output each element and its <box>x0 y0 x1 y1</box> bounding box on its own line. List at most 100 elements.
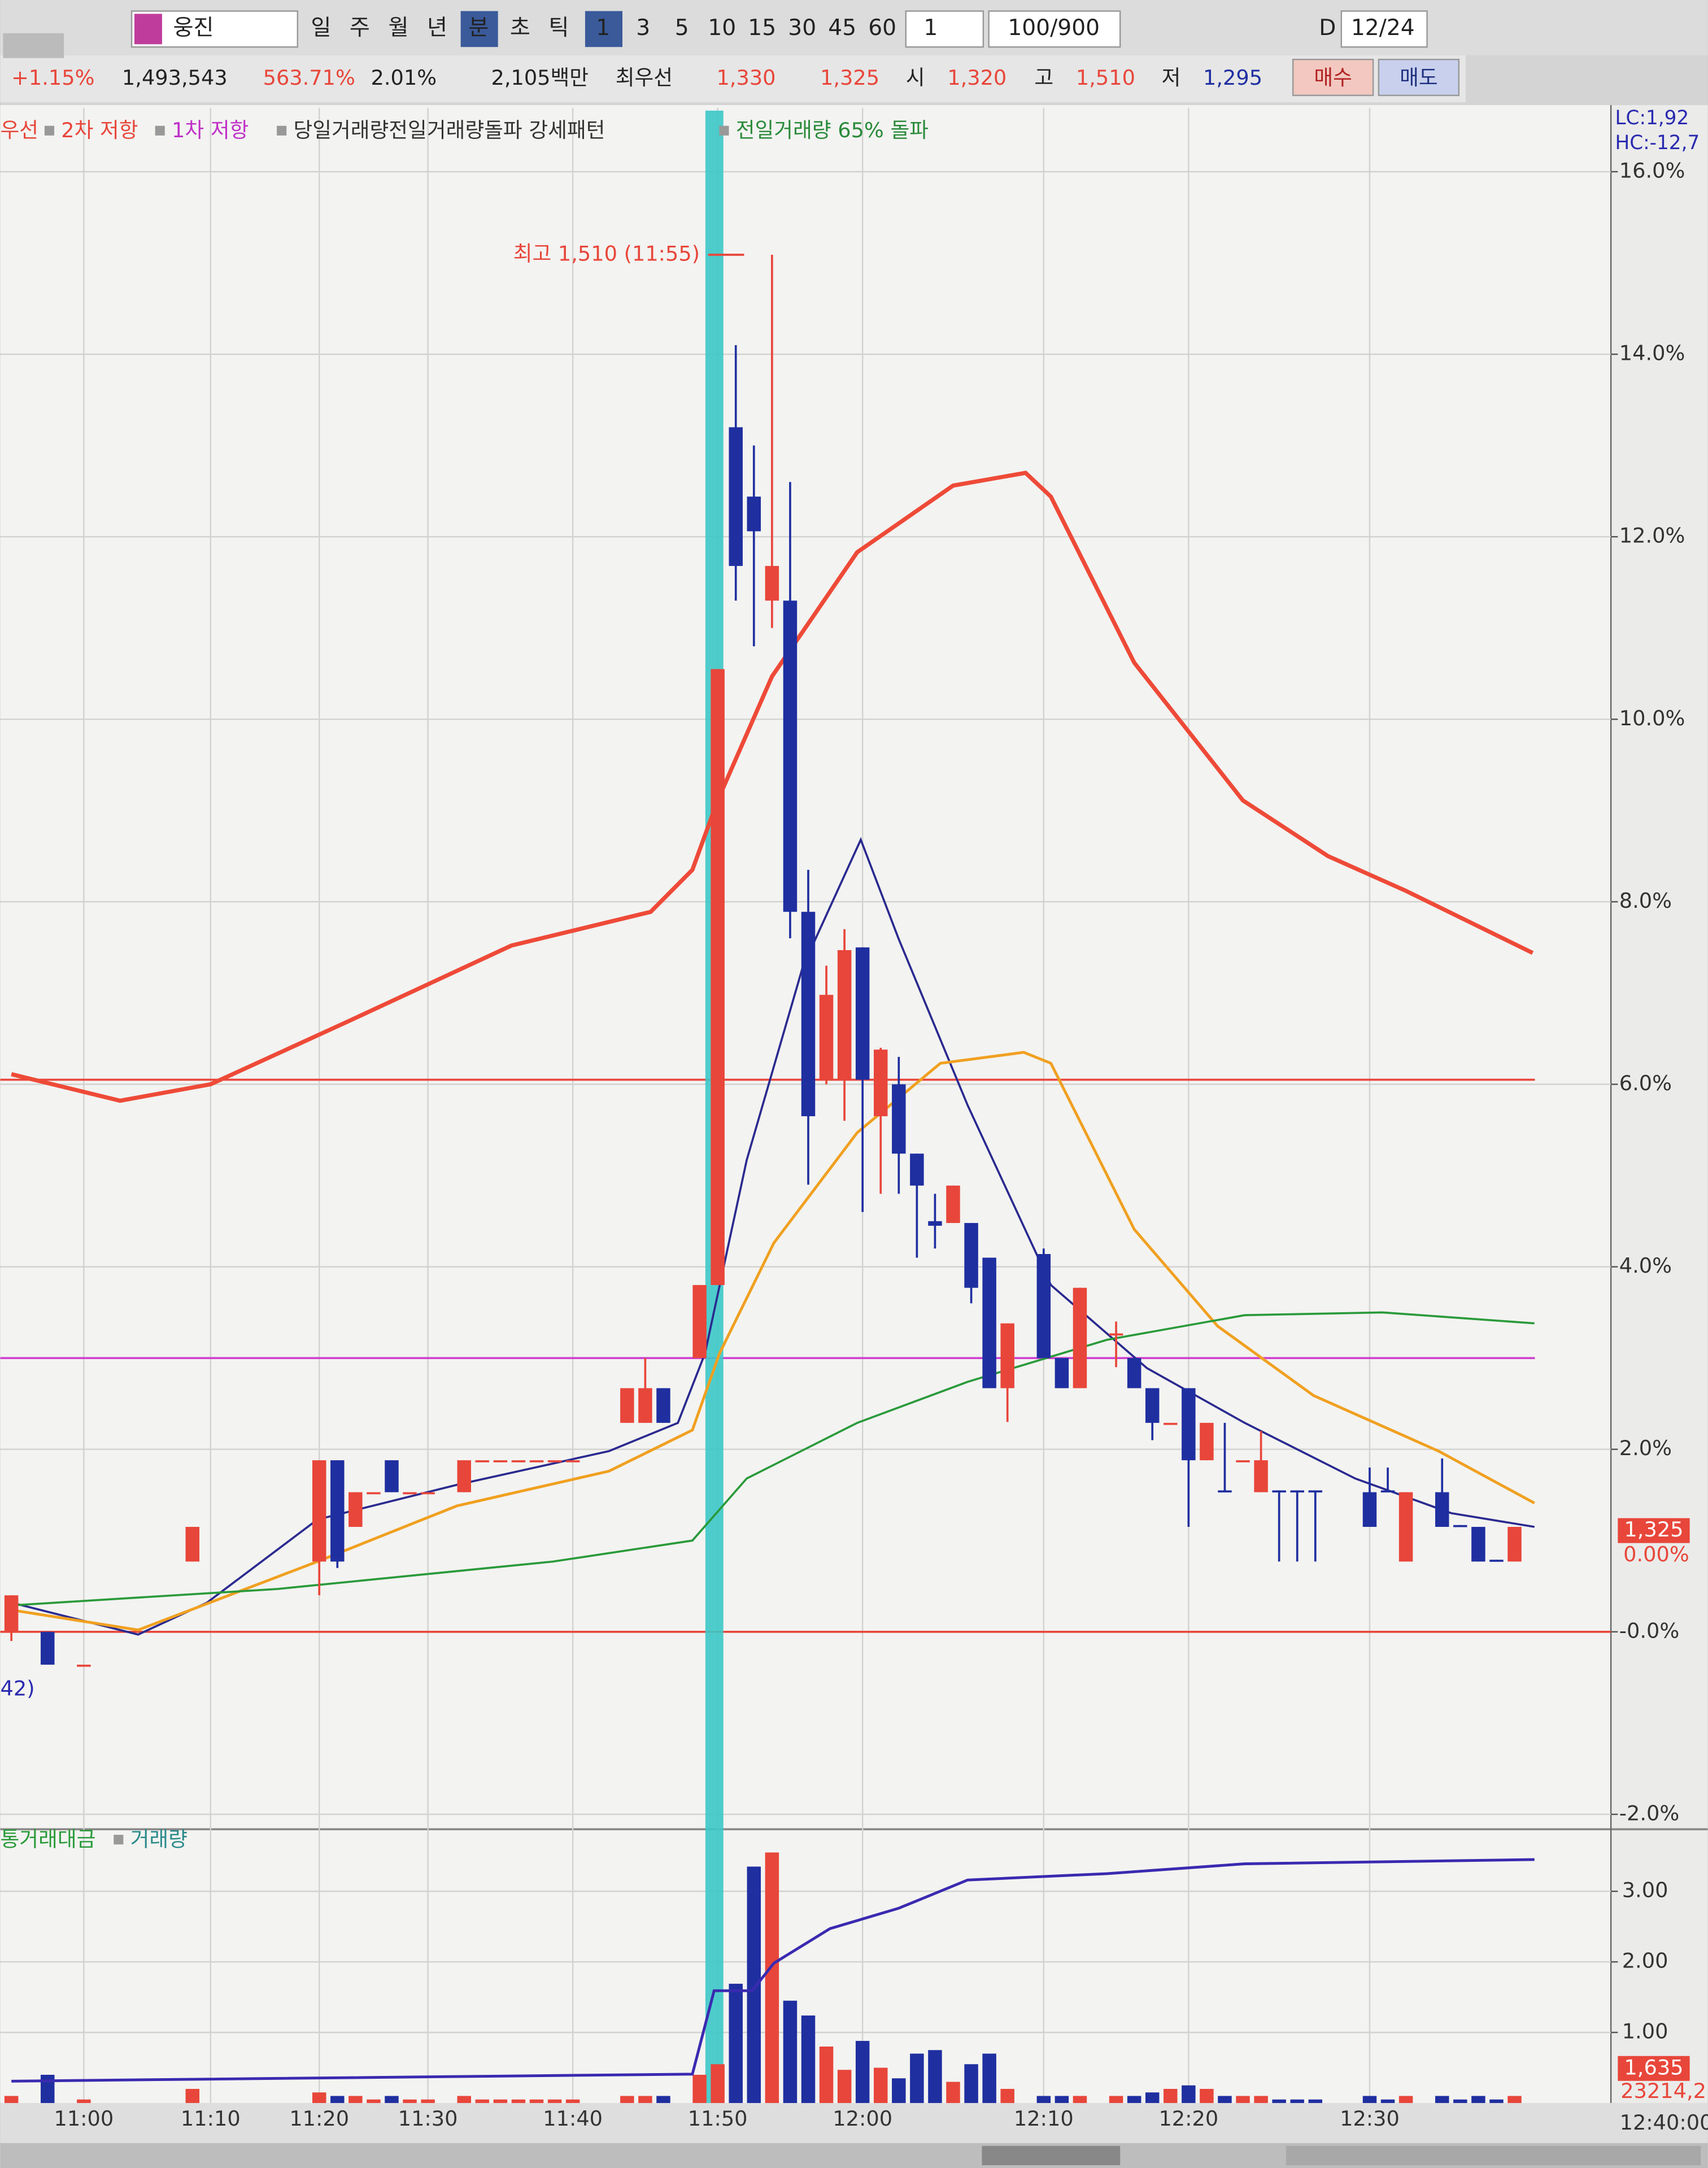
volume-bar <box>801 2015 816 2103</box>
count-box[interactable] <box>905 10 984 48</box>
volume-bar <box>1272 2099 1286 2103</box>
candle-body <box>1200 1422 1214 1461</box>
y-tick-label: 2.00 <box>1622 1949 1668 1973</box>
candle-body <box>656 1388 670 1423</box>
volume-bar <box>837 2070 852 2103</box>
legend-label: 거래량 <box>130 1827 188 1851</box>
moving-average <box>11 471 1534 1103</box>
count[interactable]: 1 <box>923 15 938 41</box>
candle-body <box>1218 1490 1232 1493</box>
price-label-box <box>1618 1518 1690 1543</box>
high: 1,510 <box>1076 66 1135 90</box>
volume-bar <box>1308 2099 1323 2103</box>
candle-body <box>1380 1490 1395 1493</box>
interval-button[interactable]: 60 <box>868 15 896 41</box>
d-option[interactable]: D <box>1319 15 1336 41</box>
corner-label: LC:1,92 <box>1615 107 1689 129</box>
period-button[interactable]: 월 <box>388 15 408 41</box>
buy-button[interactable] <box>1292 59 1374 97</box>
quote-bar <box>0 55 1466 103</box>
moving-average <box>11 1311 1535 1607</box>
interval-button[interactable]: 15 <box>748 15 776 41</box>
volume-bar <box>910 2053 924 2103</box>
sell-button[interactable] <box>1378 59 1460 97</box>
y-tick-label: 3.00 <box>1622 1878 1668 1903</box>
candle-body <box>385 1460 399 1492</box>
volume: 1,493,543 <box>122 66 228 90</box>
volume-bar <box>1254 2096 1268 2103</box>
candle-body <box>910 1153 924 1186</box>
volume-bar <box>4 2096 19 2103</box>
interval-button[interactable]: 1 <box>596 15 610 41</box>
volume-bar <box>729 1983 743 2103</box>
legend-marker <box>719 125 729 136</box>
date[interactable]: 12/24 <box>1351 15 1415 41</box>
sell-label[interactable]: 매도 <box>1400 66 1438 90</box>
x-tick-label: 11:20 <box>289 2106 349 2131</box>
candle-body <box>529 1460 544 1462</box>
period-button[interactable]: 주 <box>350 15 370 41</box>
legend-marker <box>114 1835 124 1845</box>
volume-bar <box>1489 2099 1504 2103</box>
y-tick-label: 6.0% <box>1619 1071 1672 1095</box>
candle-body <box>312 1460 326 1562</box>
volume-bar <box>656 2096 670 2103</box>
volume-bar <box>41 2074 55 2103</box>
range-box[interactable] <box>988 10 1121 48</box>
range[interactable]: 100/900 <box>1008 15 1100 41</box>
volume-bar <box>565 2099 580 2103</box>
volume-label: 1,635 <box>1624 2055 1683 2079</box>
interval-button[interactable]: 3 <box>636 15 650 41</box>
buy-label[interactable]: 매수 <box>1314 66 1352 90</box>
volume-bar <box>711 2064 725 2103</box>
y-tick-label: -0.0% <box>1619 1618 1680 1643</box>
date-box[interactable] <box>1340 10 1428 48</box>
interval-button[interactable]: 5 <box>675 15 689 41</box>
legend-marker <box>277 125 287 136</box>
candle-body <box>783 600 798 912</box>
volume-bar <box>982 2053 996 2103</box>
open: 1,320 <box>947 66 1006 90</box>
candle-body <box>892 1084 906 1154</box>
period-button[interactable]: 년 <box>427 15 447 41</box>
turnover: 2.01% <box>371 66 437 90</box>
playback-controls[interactable] <box>982 2145 1121 2166</box>
candle-body <box>1290 1490 1304 1493</box>
candle-body <box>801 912 816 1117</box>
candle-body <box>457 1460 471 1492</box>
search-box[interactable] <box>3 33 64 58</box>
volume-bar <box>348 2096 363 2103</box>
period-button[interactable]: 분 <box>468 15 489 41</box>
period-button[interactable]: 초 <box>510 15 530 41</box>
volume-bar <box>620 2096 634 2103</box>
y-tick-label: 2.0% <box>1619 1436 1672 1460</box>
candle-body <box>1055 1358 1069 1388</box>
volume-ratio: 563.71% <box>263 66 355 90</box>
period-button[interactable]: 틱 <box>548 15 569 41</box>
candle-body <box>982 1257 996 1388</box>
volume-bar <box>330 2096 345 2103</box>
legend-label: 2차 저항 <box>61 118 138 142</box>
zoom-controls[interactable] <box>1286 2145 1701 2166</box>
candle-body <box>1507 1527 1522 1562</box>
volume-bar <box>367 2099 381 2103</box>
interval-button[interactable]: 10 <box>708 15 736 41</box>
volume-bar <box>638 2096 652 2103</box>
candle-body <box>1254 1460 1268 1492</box>
volume-bar <box>511 2099 526 2103</box>
y-tick-label: 4.0% <box>1619 1253 1672 1278</box>
period-button[interactable]: 일 <box>311 15 331 41</box>
candle-body <box>729 427 743 566</box>
legend-label: 전일거래량 65% 돌파 <box>736 118 929 142</box>
candle-body <box>1000 1323 1014 1388</box>
candle-body <box>185 1527 200 1562</box>
interval-button[interactable]: 30 <box>788 15 816 41</box>
price-label: 1,325 <box>1624 1517 1683 1542</box>
volume-bar <box>783 2000 798 2103</box>
volume-bar <box>874 2067 888 2103</box>
candle-body <box>1453 1525 1467 1527</box>
interval-button[interactable]: 45 <box>828 15 856 41</box>
x-tick-label: 11:00 <box>54 2106 114 2131</box>
candle-body <box>1398 1492 1413 1562</box>
candle-body <box>747 497 761 532</box>
